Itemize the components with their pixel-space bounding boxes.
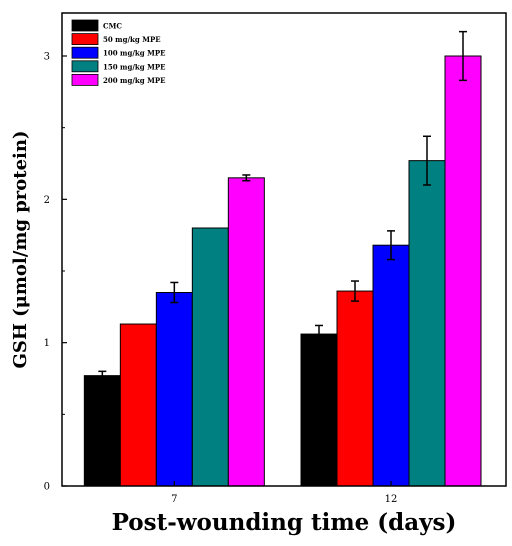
legend-swatch [71, 19, 99, 32]
error-bar-1-1 [351, 280, 360, 302]
legend-item: 50 mg/kg MPE [71, 33, 161, 45]
legend-swatch [71, 74, 99, 86]
legend-label: 50 mg/kg MPE [103, 35, 161, 44]
x-tick-label: 7 [171, 494, 177, 505]
bar-0-0 [83, 375, 121, 487]
legend-label: 100 mg/kg MPE [103, 49, 165, 58]
error-bar-1-0 [315, 324, 324, 344]
legend-label: 150 mg/kg MPE [103, 62, 165, 71]
bars-layer [83, 55, 482, 487]
y-axis-title: GSH (μmol/mg protein) [10, 131, 31, 369]
y-tick-label: 1 [44, 338, 50, 349]
error-bar-0-4 [242, 174, 251, 182]
y-tick-label: 2 [44, 195, 50, 206]
bar-1-2 [372, 244, 410, 487]
legend-swatch [71, 60, 99, 73]
legend-item: CMC [71, 19, 122, 32]
bar-1-4 [444, 55, 482, 487]
bar-1-0 [300, 333, 338, 487]
error-bar-1-4 [459, 30, 468, 82]
error-bar-0-2 [170, 281, 179, 304]
legend-label: CMC [103, 22, 122, 31]
legend-item: 200 mg/kg MPE [71, 74, 165, 86]
y-tick-label: 3 [44, 52, 50, 63]
plot-frame [61, 12, 507, 487]
bar-0-2 [155, 292, 193, 487]
legend-item: 100 mg/kg MPE [71, 46, 165, 59]
y-tick-label: 0 [44, 482, 50, 493]
legend-item: 150 mg/kg MPE [71, 60, 165, 73]
bar-1-3 [408, 160, 446, 487]
x-tick-label: 12 [385, 494, 398, 505]
error-bars-layer [98, 30, 468, 381]
bar-0-4 [227, 177, 265, 487]
legend: CMC 50 mg/kg MPE 100 mg/kg MPE 150 mg/kg MP… [71, 19, 165, 86]
legend-label: 200 mg/kg MPE [103, 76, 165, 85]
x-axis-title: Post-wounding time (days) [112, 509, 457, 536]
error-bar-0-0 [98, 370, 107, 381]
bar-1-1 [336, 290, 374, 487]
legend-swatch [71, 33, 99, 45]
bar-0-1 [119, 323, 157, 487]
bar-0-3 [191, 227, 229, 487]
error-bar-1-2 [387, 230, 396, 261]
legend-swatch [71, 46, 99, 59]
error-bar-1-3 [423, 135, 432, 186]
